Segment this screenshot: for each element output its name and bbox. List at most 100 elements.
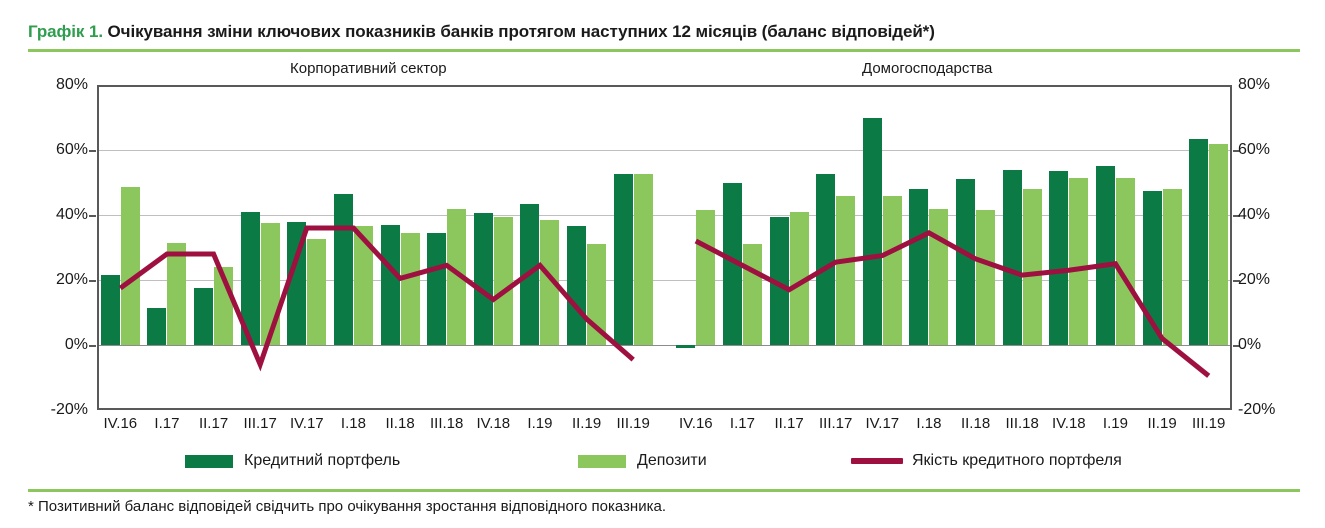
bar-series-layer — [97, 85, 1232, 410]
y-tick-label-left: 20% — [55, 271, 88, 288]
y-tick-mark — [1233, 280, 1240, 282]
y-tick-label-left: -20% — [50, 401, 88, 418]
bar-credit-portfolio — [1095, 166, 1115, 345]
x-tick-label: IV.17 — [289, 415, 324, 432]
gridline — [97, 150, 1232, 151]
x-tick-label: III.17 — [243, 415, 277, 432]
x-tick-label: III.18 — [1005, 415, 1039, 432]
bar-deposits — [633, 174, 653, 345]
panel-label-corporate: Корпоративний сектор — [290, 60, 447, 77]
bar-credit-portfolio — [100, 275, 120, 345]
bar-deposits — [1209, 143, 1229, 345]
x-tick-label: I.18 — [916, 415, 942, 432]
bar-deposits — [1069, 177, 1089, 345]
bar-deposits — [929, 208, 949, 345]
bar-credit-portfolio — [1142, 190, 1162, 345]
x-tick-label: III.19 — [1192, 415, 1226, 432]
legend-item-deposits[interactable]: Депозити — [578, 452, 707, 470]
bar-credit-portfolio — [1002, 169, 1022, 345]
bar-credit-portfolio — [520, 203, 540, 345]
y-tick-label-right: 60% — [1238, 141, 1271, 158]
title-text: Очікування зміни ключових показників бан… — [102, 22, 935, 41]
bar-deposits — [260, 223, 280, 345]
y-tick-label-right: 0% — [1238, 336, 1262, 353]
x-tick-label: II.18 — [385, 415, 415, 432]
x-tick-label: I.18 — [340, 415, 366, 432]
y-tick-label-right: 20% — [1238, 271, 1271, 288]
bar-deposits — [307, 239, 327, 345]
bar-credit-portfolio — [676, 345, 696, 349]
y-tick-mark — [1233, 215, 1240, 217]
bar-credit-portfolio — [722, 182, 742, 345]
legend-label-loan-quality: Якість кредитного портфеля — [912, 452, 1122, 469]
divider-top — [28, 49, 1300, 52]
bar-credit-portfolio — [333, 193, 353, 345]
y-tick-label-left: 80% — [55, 76, 88, 93]
x-tick-label: II.19 — [571, 415, 602, 432]
bar-credit-portfolio — [194, 288, 214, 345]
bar-credit-portfolio — [816, 174, 836, 345]
legend-item-credit-portfolio[interactable]: Кредитний портфель — [185, 452, 400, 470]
title-prefix: Графік 1. — [28, 22, 103, 41]
bar-credit-portfolio — [909, 189, 929, 345]
x-tick-label: IV.16 — [678, 415, 713, 432]
y-tick-mark — [1233, 150, 1240, 152]
legend-item-loan-quality[interactable]: Якість кредитного портфеля — [851, 452, 1122, 470]
x-tick-label: II.17 — [198, 415, 229, 432]
x-tick-label: II.18 — [960, 415, 991, 432]
bar-deposits — [120, 187, 140, 345]
x-tick-label: I.17 — [154, 415, 180, 432]
bar-credit-portfolio — [287, 221, 307, 345]
x-tick-label: IV.17 — [865, 415, 900, 432]
bar-deposits — [353, 226, 373, 345]
bar-deposits — [836, 195, 856, 345]
x-tick-label: IV.18 — [1051, 415, 1086, 432]
bar-credit-portfolio — [862, 117, 882, 345]
x-tick-label: II.17 — [774, 415, 804, 432]
bar-deposits — [540, 219, 560, 345]
y-tick-label-right: -20% — [1238, 401, 1276, 418]
bar-credit-portfolio — [769, 216, 789, 345]
bar-deposits — [1022, 189, 1042, 345]
bar-deposits — [976, 210, 996, 345]
bar-deposits — [696, 210, 716, 345]
bar-credit-portfolio — [380, 224, 400, 345]
y-tick-label-left: 40% — [55, 206, 88, 223]
bar-deposits — [882, 195, 902, 345]
y-tick-mark — [89, 150, 96, 152]
gridline — [97, 215, 1232, 216]
bar-deposits — [447, 208, 467, 345]
y-tick-label-left: 0% — [64, 336, 88, 353]
legend-swatch-credit-portfolio — [185, 454, 233, 468]
y-tick-mark — [89, 280, 96, 282]
y-tick-mark — [89, 215, 96, 217]
bar-deposits — [587, 244, 607, 345]
legend-swatch-deposits — [578, 454, 626, 468]
x-tick-label: II.19 — [1147, 415, 1177, 432]
y-tick-mark — [89, 345, 96, 347]
page-title: Графік 1. Очікування зміни ключових пока… — [28, 22, 935, 42]
bar-deposits — [789, 211, 809, 345]
legend: Кредитний портфель Депозити Якість креди… — [0, 452, 1325, 480]
bar-deposits — [1115, 177, 1135, 345]
legend-swatch-loan-quality — [851, 458, 903, 464]
bar-credit-portfolio — [473, 213, 493, 345]
y-tick-label-right: 80% — [1238, 76, 1271, 93]
bar-deposits — [400, 232, 420, 345]
x-tick-label: III.19 — [616, 415, 650, 432]
bar-credit-portfolio — [147, 307, 167, 345]
y-tick-label-right: 40% — [1238, 206, 1271, 223]
footnote: * Позитивний баланс відповідей свідчить … — [28, 498, 666, 515]
y-tick-mark — [1233, 345, 1240, 347]
divider-bottom — [28, 489, 1300, 492]
bar-credit-portfolio — [427, 232, 447, 345]
gridline — [97, 280, 1232, 281]
plot-area — [97, 85, 1232, 410]
bar-deposits — [493, 216, 513, 345]
bar-deposits — [214, 267, 234, 345]
y-tick-label-left: 60% — [55, 141, 88, 158]
bar-credit-portfolio — [567, 226, 587, 345]
bar-deposits — [1162, 189, 1182, 345]
x-tick-label: IV.16 — [103, 415, 138, 432]
